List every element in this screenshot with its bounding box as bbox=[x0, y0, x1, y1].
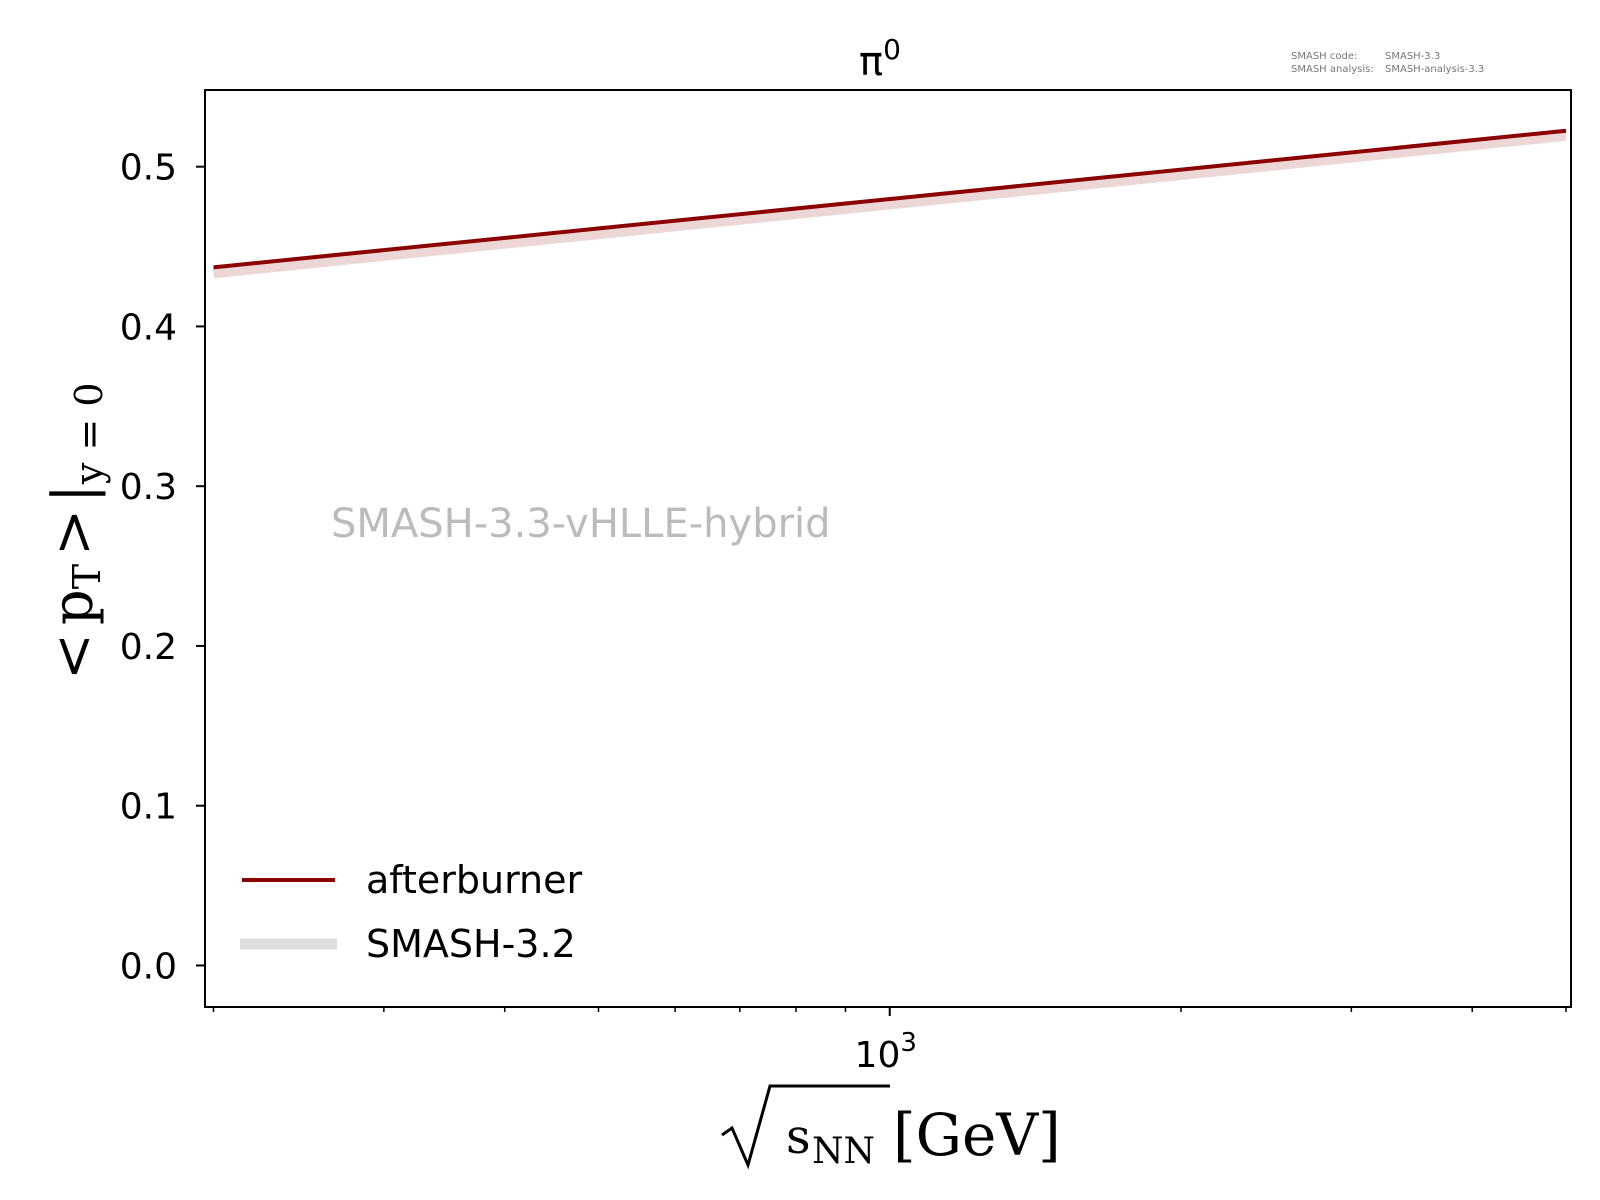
series-line-smash-3-2 bbox=[213, 131, 1567, 279]
x-tick-label: 103 bbox=[855, 1028, 917, 1076]
y-axis-label: <pT>|y = 0 bbox=[41, 382, 111, 680]
title-superscript: 0 bbox=[883, 33, 901, 66]
y-tick-label: 0.4 bbox=[120, 307, 177, 348]
svg-text:<pT>|y = 0: <pT>|y = 0 bbox=[41, 382, 111, 680]
x-label-unit: [GeV] bbox=[893, 1101, 1061, 1169]
y-tick-label: 0.1 bbox=[120, 787, 177, 828]
meta-code-value: SMASH-3.3 bbox=[1385, 51, 1440, 62]
meta-code-label: SMASH code: bbox=[1291, 51, 1357, 62]
ticks-layer: 0.0 0.1 0.2 0.3 0.4 0.5 103 bbox=[120, 148, 1567, 1076]
sqrt-symbol bbox=[721, 1084, 890, 1170]
plot-frame bbox=[204, 89, 1572, 1008]
series-line-afterburner bbox=[213, 128, 1567, 270]
legend-label-smash-3-2: SMASH-3.2 bbox=[366, 922, 576, 966]
x-axis-label: s NN [GeV] bbox=[721, 1084, 1061, 1172]
x-label-s: s bbox=[786, 1109, 811, 1165]
chart-title: π0 bbox=[859, 33, 901, 85]
x-label-sub: NN bbox=[812, 1131, 875, 1172]
y-tick-label: 0.3 bbox=[120, 467, 177, 508]
legend-label-afterburner: afterburner bbox=[366, 858, 583, 902]
meta-analysis-label: SMASH analysis: bbox=[1291, 64, 1374, 75]
y-tick-label: 0.0 bbox=[120, 946, 177, 987]
y-tick-label: 0.2 bbox=[120, 627, 177, 668]
legend: afterburner SMASH-3.2 bbox=[240, 858, 583, 966]
meta-analysis-value: SMASH-analysis-3.3 bbox=[1385, 64, 1484, 75]
y-tick-label: 0.5 bbox=[120, 148, 177, 189]
series-layer bbox=[213, 128, 1567, 279]
watermark: SMASH-3.3-vHLLE-hybrid bbox=[331, 501, 831, 547]
